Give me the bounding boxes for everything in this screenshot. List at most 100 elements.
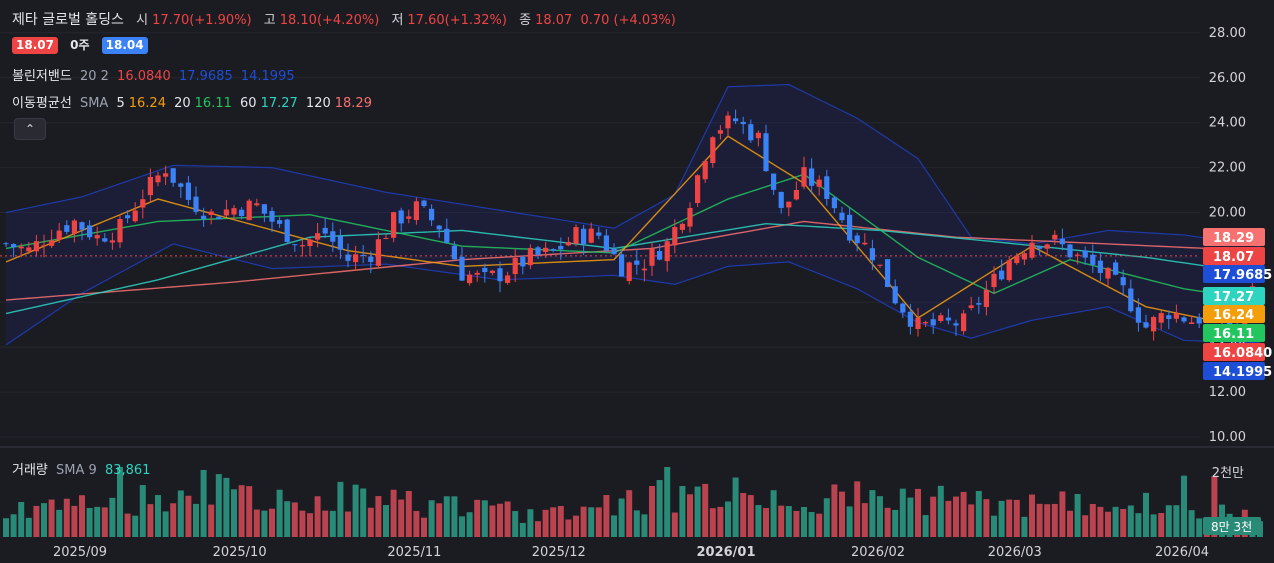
candle-body	[831, 197, 837, 209]
candle-body	[611, 248, 617, 255]
candle-body	[261, 204, 267, 214]
volume-bar	[367, 507, 374, 537]
candle-body	[710, 137, 716, 164]
volume-bar	[162, 511, 169, 537]
volume-bar	[922, 515, 929, 537]
volume-bar	[284, 501, 291, 537]
candle-body	[436, 225, 442, 230]
candle-body	[1097, 260, 1103, 273]
volume-bar	[846, 506, 853, 537]
volume-bar	[565, 519, 572, 537]
grid	[0, 32, 1274, 448]
candle-body	[649, 248, 655, 266]
volume-bar	[512, 511, 519, 537]
candle-body	[292, 244, 298, 246]
volume-bar	[276, 489, 283, 537]
volume-bar	[1074, 494, 1081, 537]
candle-body	[467, 274, 473, 284]
volume-bar	[793, 510, 800, 537]
collapse-legend-button[interactable]: ⌃	[14, 118, 46, 140]
candle-body	[1059, 238, 1065, 245]
volume-bar	[1173, 505, 1180, 537]
sma5-value: 16.24	[128, 96, 166, 111]
volume-bar	[603, 495, 610, 537]
x-tick-label: 2026/02	[851, 545, 905, 560]
volume-bar	[261, 510, 268, 537]
candle-body	[421, 200, 427, 207]
volume-bar	[41, 503, 47, 537]
volume-bars	[3, 467, 1263, 537]
volume-bar	[732, 477, 739, 537]
candle-body	[307, 239, 313, 247]
volume-bar	[109, 497, 116, 537]
candle-body	[702, 161, 708, 180]
bollinger-params: 20 2	[79, 69, 109, 84]
volume-bar	[352, 484, 359, 537]
sma-type: SMA	[79, 96, 109, 111]
candle-body	[489, 270, 495, 274]
candle-body	[740, 121, 746, 125]
candle-body	[185, 182, 191, 200]
candle-body	[588, 228, 594, 243]
volume-bar	[588, 507, 595, 537]
volume-bar	[968, 504, 975, 537]
sma-legend[interactable]: 이동평균선 SMA 5 16.24 20 16.11 60 17.27 120 18.2…	[12, 92, 376, 111]
volume-bar	[641, 514, 648, 537]
volume-bar	[223, 477, 230, 537]
volume-bar	[1067, 510, 1073, 537]
candle-body	[201, 215, 207, 220]
candle-body	[672, 227, 678, 246]
candle-body	[725, 115, 731, 129]
volume-bar	[215, 474, 222, 537]
volume-bar	[200, 469, 207, 537]
volume-legend[interactable]: 거래량 SMA 9 83,861	[12, 459, 154, 478]
price-label-box	[1203, 362, 1265, 380]
volume-bar	[466, 512, 473, 537]
prev-badge: 18.04	[101, 37, 148, 54]
volume-bar	[679, 486, 686, 537]
candle-body	[771, 173, 777, 190]
volume-bar	[1112, 506, 1119, 537]
candle-body	[535, 247, 541, 255]
volume-bar	[504, 501, 511, 537]
volume-bar	[1082, 515, 1089, 537]
price-label-text: 17.9685	[1213, 268, 1272, 283]
volume-bar	[1120, 508, 1127, 537]
candle-body	[603, 235, 609, 251]
candle-body	[915, 317, 921, 329]
candle-body	[930, 319, 936, 326]
candle-body	[94, 235, 100, 239]
candle-body	[1189, 322, 1195, 325]
bollinger-upper: 16.0840	[117, 69, 171, 84]
candle-body	[246, 200, 252, 221]
volume-bar	[953, 496, 959, 537]
volume-bar	[770, 490, 777, 537]
volume-bar	[823, 498, 830, 537]
volume-bar	[801, 507, 807, 537]
volume-bar	[580, 506, 587, 537]
volume-bar	[474, 499, 481, 537]
candle-body	[953, 323, 959, 326]
volume-bar	[231, 489, 237, 537]
volume-bar	[299, 510, 306, 537]
close-label: 종	[519, 13, 532, 28]
bollinger-legend[interactable]: 볼린저밴드 20 2 16.0840 17.9685 14.1995	[12, 65, 299, 84]
volume-bar	[71, 505, 78, 537]
candle-body	[1021, 253, 1027, 260]
x-tick-label: 2025/12	[532, 545, 586, 560]
candle-body	[968, 305, 974, 308]
volume-bar	[1181, 475, 1187, 537]
volume-bar	[443, 496, 450, 537]
candle-body	[733, 118, 739, 122]
candle-body	[1052, 234, 1058, 240]
sma60-period: 60	[240, 96, 257, 111]
candle-body	[429, 208, 435, 221]
candle-body	[717, 130, 723, 134]
sma120-line	[5, 220, 1261, 301]
volume-bar	[945, 500, 952, 537]
candle-body	[497, 268, 503, 282]
volume-bar	[975, 490, 982, 537]
sma20-value: 16.11	[194, 96, 232, 111]
volume-bar	[937, 485, 944, 537]
